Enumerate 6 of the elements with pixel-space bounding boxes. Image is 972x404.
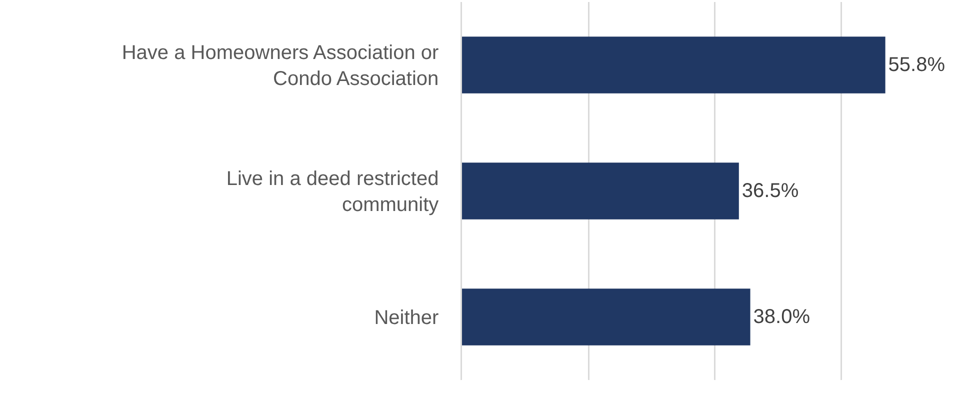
y-tick-label: Neither [374,307,440,329]
y-tick-label: Have a Homeowners Association or Condo Association [122,42,440,90]
data-label: 38.0% [753,306,810,328]
data-label: 55.8% [888,54,946,76]
data-label: 36.5% [742,180,799,202]
y-tick-label: Live in a deed restricted community [226,168,439,216]
